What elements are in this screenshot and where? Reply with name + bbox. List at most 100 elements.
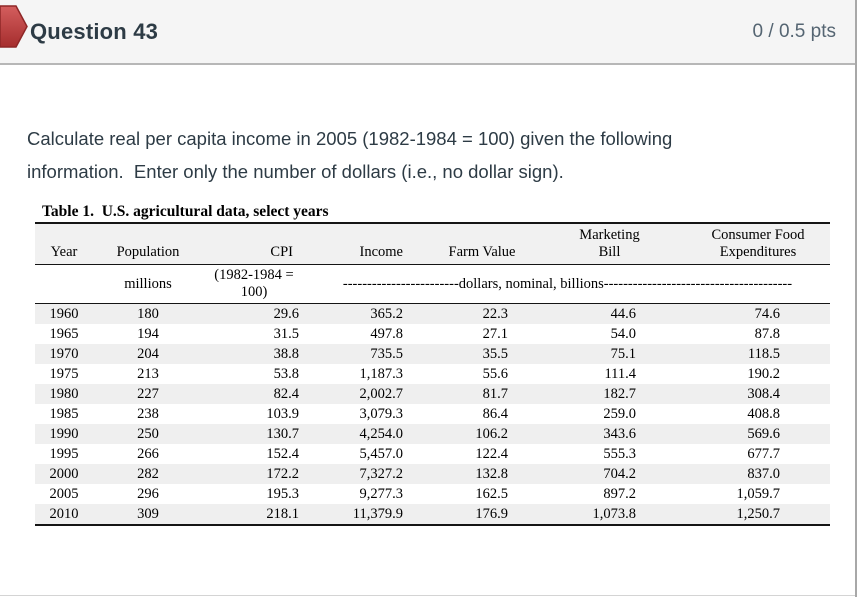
table-cell: 1985 <box>49 406 79 422</box>
table-cell: 122.4 <box>475 446 508 462</box>
table-cell: 7,327.2 <box>359 466 404 482</box>
table-cell: 31.5 <box>273 326 299 342</box>
table-row: 1975 213 53.8 1,187.3 55.6 111.4 190.2 <box>35 364 830 384</box>
cpi-base-text: (1982-1984 = 100) <box>214 267 294 300</box>
table-title: Table 1. U.S. agricultural data, select … <box>42 203 329 220</box>
table-cell: 82.4 <box>273 386 299 402</box>
table-cell: 132.8 <box>475 466 508 482</box>
table-cell: 343.6 <box>603 426 636 442</box>
table-cell: 1,059.7 <box>736 486 781 502</box>
table-cell: 282 <box>137 466 159 482</box>
table-cell: 29.6 <box>273 306 299 322</box>
table-subheader-row: millions (1982-1984 = 100) -------------… <box>35 264 830 304</box>
table-cell: 735.5 <box>370 346 403 362</box>
table-cell: 195.3 <box>266 486 299 502</box>
table-cell: 213 <box>137 366 159 382</box>
table-row: 2010 309 218.1 11,379.9 176.9 1,073.8 1,250.7 <box>35 504 830 525</box>
table-cell: 227 <box>137 386 159 402</box>
table-cell: 4,254.0 <box>359 426 404 442</box>
subheader-cpi-base: (1982-1984 = 100) <box>203 265 305 304</box>
table-cell: 2010 <box>49 506 79 522</box>
table-cell: 704.2 <box>603 466 636 482</box>
section-divider <box>0 595 855 596</box>
table-cell: 1980 <box>49 386 79 402</box>
table-cell: 118.5 <box>747 346 780 362</box>
table-cell: 837.0 <box>747 466 780 482</box>
table-cell: 55.6 <box>482 366 508 382</box>
question-title: Question 43 <box>30 18 159 44</box>
table-body: 1960 180 29.6 365.2 22.3 44.6 74.6 1965 194 31.5 4… <box>35 303 830 525</box>
table-cell: 152.4 <box>266 446 299 462</box>
table-cell: 250 <box>137 426 159 442</box>
table-cell: 1,073.8 <box>592 506 637 522</box>
table-cell: 266 <box>137 446 159 462</box>
table-cell: 176.9 <box>475 506 508 522</box>
agricultural-data-table: Year Population CPI Income Farm Value Ma… <box>35 222 830 526</box>
table-cell: 259.0 <box>603 406 636 422</box>
table-cell: 9,277.3 <box>359 486 404 502</box>
table-cell: 365.2 <box>370 306 403 322</box>
table-row: 1985 238 103.9 3,079.3 86.4 259.0 408.8 <box>35 404 830 424</box>
question-header: Question 43 0 / 0.5 pts <box>0 0 855 65</box>
table-cell: 53.8 <box>273 366 299 382</box>
table-cell: 103.9 <box>266 406 299 422</box>
data-table-section: Table 1. U.S. agricultural data, select … <box>35 203 830 526</box>
table-cell: 87.8 <box>754 326 780 342</box>
table-cell: 1970 <box>49 346 79 362</box>
table-row: 2000 282 172.2 7,327.2 132.8 704.2 837.0 <box>35 464 830 484</box>
table-row: 1995 266 152.4 5,457.0 122.4 555.3 677.7 <box>35 444 830 464</box>
table-cell: 106.2 <box>475 426 508 442</box>
table-cell: 238 <box>137 406 159 422</box>
question-text-line2: information. Enter only the number of do… <box>27 161 564 182</box>
table-cell: 22.3 <box>482 306 508 322</box>
column-header-farm-value: Farm Value <box>448 244 516 260</box>
table-cell: 1,187.3 <box>359 366 404 382</box>
table-cell: 74.6 <box>754 306 780 322</box>
subheader-empty <box>35 265 93 304</box>
table-cell: 111.4 <box>604 366 636 382</box>
column-header-year: Year <box>50 244 78 260</box>
question-text: Calculate real per capita income in 2005… <box>0 65 855 188</box>
table-cell: 172.2 <box>266 466 299 482</box>
table-cell: 162.5 <box>475 486 508 502</box>
table-row: 1990 250 130.7 4,254.0 106.2 343.6 569.6 <box>35 424 830 444</box>
table-row: 1980 227 82.4 2,002.7 81.7 182.7 308.4 <box>35 384 830 404</box>
table-cell: 190.2 <box>747 366 780 382</box>
table-row: 2005 296 195.3 9,277.3 162.5 897.2 1,059.7 <box>35 484 830 504</box>
table-cell: 2000 <box>49 466 79 482</box>
table-row: 1970 204 38.8 735.5 35.5 75.1 118.5 <box>35 344 830 364</box>
table-row: 1965 194 31.5 497.8 27.1 54.0 87.8 <box>35 324 830 344</box>
table-cell: 218.1 <box>266 506 299 522</box>
table-cell: 309 <box>137 506 159 522</box>
table-cell: 194 <box>137 326 159 342</box>
column-header-cpi: CPI <box>270 244 293 260</box>
column-header-marketing-bill: Marketing Bill <box>579 227 640 260</box>
table-cell: 27.1 <box>482 326 508 342</box>
table-cell: 897.2 <box>603 486 636 502</box>
table-cell: 497.8 <box>370 326 403 342</box>
table-cell: 408.8 <box>747 406 780 422</box>
table-header-row: Year Population CPI Income Farm Value Ma… <box>35 223 830 265</box>
table-row: 1960 180 29.6 365.2 22.3 44.6 74.6 <box>35 303 830 324</box>
table-cell: 555.3 <box>603 446 636 462</box>
table-cell: 1975 <box>49 366 79 382</box>
points-label: 0 / 0.5 pts <box>752 20 836 42</box>
table-cell: 86.4 <box>482 406 508 422</box>
table-cell: 54.0 <box>610 326 636 342</box>
table-cell: 204 <box>137 346 159 362</box>
table-cell: 308.4 <box>747 386 780 402</box>
subheader-value-units: ------------------------dollars, nominal… <box>342 275 793 292</box>
table-cell: 2,002.7 <box>359 386 404 402</box>
table-cell: 569.6 <box>747 426 780 442</box>
table-cell: 182.7 <box>603 386 636 402</box>
table-cell: 677.7 <box>747 446 780 462</box>
subheader-population-units: millions <box>124 275 172 292</box>
column-header-income: Income <box>359 244 403 260</box>
table-cell: 81.7 <box>482 386 508 402</box>
table-cell: 2005 <box>49 486 79 502</box>
table-cell: 3,079.3 <box>359 406 404 422</box>
table-cell: 11,379.9 <box>352 506 403 522</box>
table-cell: 1,250.7 <box>736 506 781 522</box>
table-cell: 296 <box>137 486 159 502</box>
